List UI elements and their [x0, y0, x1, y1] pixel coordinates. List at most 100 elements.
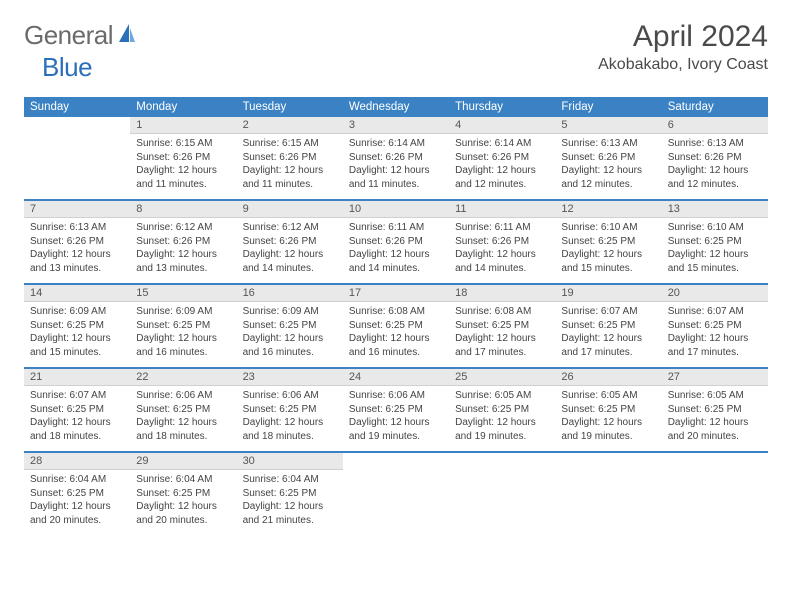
- sunset-text: Sunset: 6:26 PM: [30, 235, 124, 249]
- calendar-day-cell: 30Sunrise: 6:04 AMSunset: 6:25 PMDayligh…: [237, 452, 343, 535]
- day-number: [449, 453, 555, 457]
- day-number: 7: [24, 201, 130, 218]
- calendar-day-cell: 19Sunrise: 6:07 AMSunset: 6:25 PMDayligh…: [555, 284, 661, 368]
- calendar-week-row: 14Sunrise: 6:09 AMSunset: 6:25 PMDayligh…: [24, 284, 768, 368]
- calendar-day-cell: 1Sunrise: 6:15 AMSunset: 6:26 PMDaylight…: [130, 117, 236, 200]
- day-data: Sunrise: 6:06 AMSunset: 6:25 PMDaylight:…: [130, 386, 236, 451]
- sunrise-text: Sunrise: 6:07 AM: [30, 389, 124, 403]
- daylight-text: Daylight: 12 hours and 18 minutes.: [243, 416, 337, 443]
- calendar-day-cell: 22Sunrise: 6:06 AMSunset: 6:25 PMDayligh…: [130, 368, 236, 452]
- day-data: Sunrise: 6:13 AMSunset: 6:26 PMDaylight:…: [555, 134, 661, 199]
- calendar-day-cell: 11Sunrise: 6:11 AMSunset: 6:26 PMDayligh…: [449, 200, 555, 284]
- day-data: Sunrise: 6:07 AMSunset: 6:25 PMDaylight:…: [555, 302, 661, 367]
- day-number: [662, 453, 768, 457]
- sunrise-text: Sunrise: 6:06 AM: [136, 389, 230, 403]
- sunset-text: Sunset: 6:25 PM: [243, 403, 337, 417]
- sunrise-text: Sunrise: 6:07 AM: [668, 305, 762, 319]
- daylight-text: Daylight: 12 hours and 14 minutes.: [349, 248, 443, 275]
- calendar-day-cell: [662, 452, 768, 535]
- calendar-day-cell: 12Sunrise: 6:10 AMSunset: 6:25 PMDayligh…: [555, 200, 661, 284]
- sunset-text: Sunset: 6:26 PM: [136, 151, 230, 165]
- day-header-row: Sunday Monday Tuesday Wednesday Thursday…: [24, 97, 768, 117]
- sunset-text: Sunset: 6:25 PM: [30, 319, 124, 333]
- daylight-text: Daylight: 12 hours and 13 minutes.: [136, 248, 230, 275]
- sunset-text: Sunset: 6:26 PM: [455, 151, 549, 165]
- day-number: 8: [130, 201, 236, 218]
- day-data: Sunrise: 6:08 AMSunset: 6:25 PMDaylight:…: [343, 302, 449, 367]
- calendar-day-cell: 29Sunrise: 6:04 AMSunset: 6:25 PMDayligh…: [130, 452, 236, 535]
- sunset-text: Sunset: 6:26 PM: [243, 235, 337, 249]
- sunrise-text: Sunrise: 6:04 AM: [243, 473, 337, 487]
- sunrise-text: Sunrise: 6:13 AM: [561, 137, 655, 151]
- day-data: Sunrise: 6:07 AMSunset: 6:25 PMDaylight:…: [662, 302, 768, 367]
- day-header: Monday: [130, 97, 236, 117]
- day-number: 30: [237, 453, 343, 470]
- sunset-text: Sunset: 6:25 PM: [455, 319, 549, 333]
- daylight-text: Daylight: 12 hours and 16 minutes.: [349, 332, 443, 359]
- sunset-text: Sunset: 6:25 PM: [349, 319, 443, 333]
- daylight-text: Daylight: 12 hours and 14 minutes.: [455, 248, 549, 275]
- sunset-text: Sunset: 6:26 PM: [136, 235, 230, 249]
- day-header: Friday: [555, 97, 661, 117]
- day-number: 2: [237, 117, 343, 134]
- sunrise-text: Sunrise: 6:09 AM: [30, 305, 124, 319]
- day-number: 22: [130, 369, 236, 386]
- sunrise-text: Sunrise: 6:05 AM: [561, 389, 655, 403]
- day-data: Sunrise: 6:05 AMSunset: 6:25 PMDaylight:…: [662, 386, 768, 451]
- calendar-day-cell: 4Sunrise: 6:14 AMSunset: 6:26 PMDaylight…: [449, 117, 555, 200]
- sunrise-text: Sunrise: 6:09 AM: [136, 305, 230, 319]
- calendar-day-cell: 25Sunrise: 6:05 AMSunset: 6:25 PMDayligh…: [449, 368, 555, 452]
- calendar-day-cell: 15Sunrise: 6:09 AMSunset: 6:25 PMDayligh…: [130, 284, 236, 368]
- calendar-week-row: 7Sunrise: 6:13 AMSunset: 6:26 PMDaylight…: [24, 200, 768, 284]
- daylight-text: Daylight: 12 hours and 14 minutes.: [243, 248, 337, 275]
- day-number: 11: [449, 201, 555, 218]
- calendar-day-cell: 24Sunrise: 6:06 AMSunset: 6:25 PMDayligh…: [343, 368, 449, 452]
- day-number: 18: [449, 285, 555, 302]
- sunset-text: Sunset: 6:25 PM: [243, 487, 337, 501]
- daylight-text: Daylight: 12 hours and 15 minutes.: [561, 248, 655, 275]
- day-data: Sunrise: 6:04 AMSunset: 6:25 PMDaylight:…: [130, 470, 236, 535]
- calendar-day-cell: 20Sunrise: 6:07 AMSunset: 6:25 PMDayligh…: [662, 284, 768, 368]
- sunrise-text: Sunrise: 6:05 AM: [668, 389, 762, 403]
- sunrise-text: Sunrise: 6:15 AM: [136, 137, 230, 151]
- day-number: 9: [237, 201, 343, 218]
- day-number: 3: [343, 117, 449, 134]
- sunrise-text: Sunrise: 6:12 AM: [243, 221, 337, 235]
- day-number: 12: [555, 201, 661, 218]
- calendar-day-cell: 6Sunrise: 6:13 AMSunset: 6:26 PMDaylight…: [662, 117, 768, 200]
- day-number: 17: [343, 285, 449, 302]
- calendar-day-cell: 16Sunrise: 6:09 AMSunset: 6:25 PMDayligh…: [237, 284, 343, 368]
- sunset-text: Sunset: 6:25 PM: [561, 319, 655, 333]
- day-number: [24, 117, 130, 121]
- day-header: Thursday: [449, 97, 555, 117]
- day-data: Sunrise: 6:10 AMSunset: 6:25 PMDaylight:…: [662, 218, 768, 283]
- day-header: Tuesday: [237, 97, 343, 117]
- daylight-text: Daylight: 12 hours and 11 minutes.: [243, 164, 337, 191]
- calendar-day-cell: 21Sunrise: 6:07 AMSunset: 6:25 PMDayligh…: [24, 368, 130, 452]
- calendar-day-cell: 8Sunrise: 6:12 AMSunset: 6:26 PMDaylight…: [130, 200, 236, 284]
- sunrise-text: Sunrise: 6:14 AM: [349, 137, 443, 151]
- daylight-text: Daylight: 12 hours and 19 minutes.: [349, 416, 443, 443]
- day-data: Sunrise: 6:10 AMSunset: 6:25 PMDaylight:…: [555, 218, 661, 283]
- brand-logo: General: [24, 20, 139, 51]
- daylight-text: Daylight: 12 hours and 17 minutes.: [561, 332, 655, 359]
- daylight-text: Daylight: 12 hours and 12 minutes.: [455, 164, 549, 191]
- calendar-day-cell: 23Sunrise: 6:06 AMSunset: 6:25 PMDayligh…: [237, 368, 343, 452]
- calendar-day-cell: 5Sunrise: 6:13 AMSunset: 6:26 PMDaylight…: [555, 117, 661, 200]
- day-data: Sunrise: 6:09 AMSunset: 6:25 PMDaylight:…: [24, 302, 130, 367]
- sunrise-text: Sunrise: 6:13 AM: [668, 137, 762, 151]
- sunrise-text: Sunrise: 6:11 AM: [349, 221, 443, 235]
- sunset-text: Sunset: 6:26 PM: [243, 151, 337, 165]
- day-data: Sunrise: 6:06 AMSunset: 6:25 PMDaylight:…: [343, 386, 449, 451]
- daylight-text: Daylight: 12 hours and 13 minutes.: [30, 248, 124, 275]
- sunset-text: Sunset: 6:25 PM: [349, 403, 443, 417]
- daylight-text: Daylight: 12 hours and 12 minutes.: [561, 164, 655, 191]
- daylight-text: Daylight: 12 hours and 17 minutes.: [668, 332, 762, 359]
- sunset-text: Sunset: 6:25 PM: [243, 319, 337, 333]
- sunset-text: Sunset: 6:25 PM: [668, 235, 762, 249]
- calendar-week-row: 21Sunrise: 6:07 AMSunset: 6:25 PMDayligh…: [24, 368, 768, 452]
- calendar-day-cell: [343, 452, 449, 535]
- daylight-text: Daylight: 12 hours and 11 minutes.: [136, 164, 230, 191]
- day-header: Wednesday: [343, 97, 449, 117]
- daylight-text: Daylight: 12 hours and 20 minutes.: [30, 500, 124, 527]
